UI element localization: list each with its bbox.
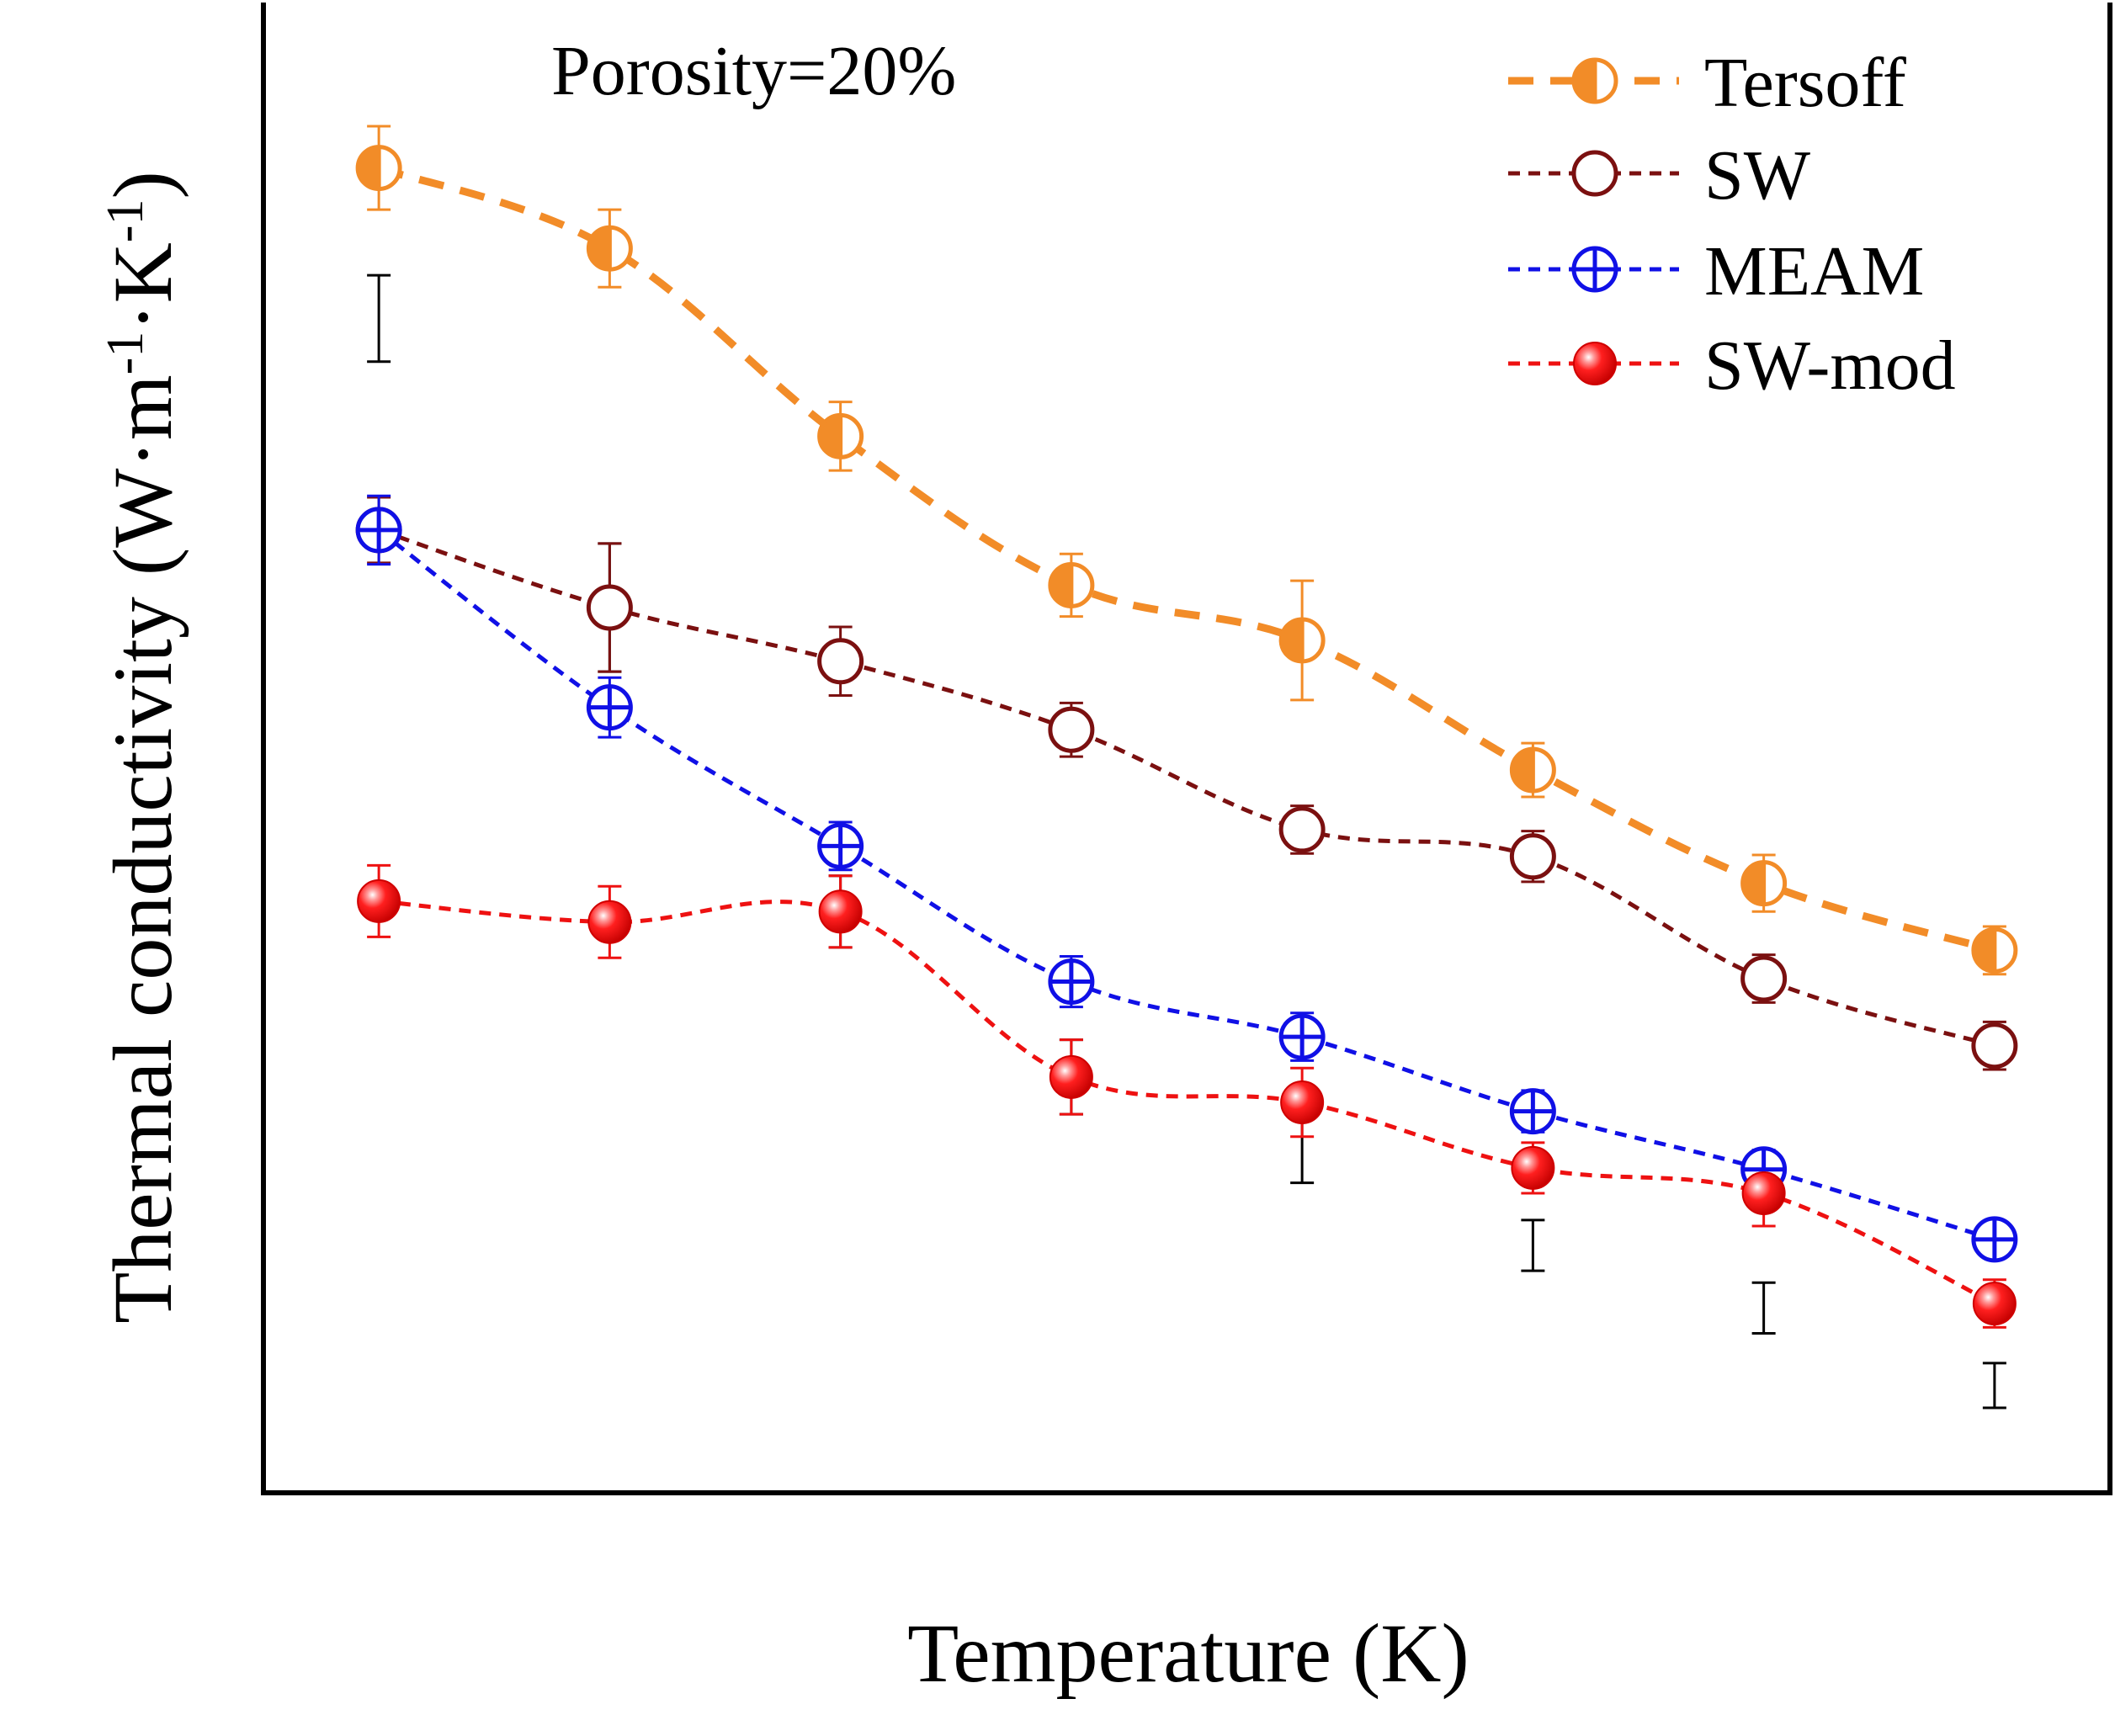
legend-label-sw: SW xyxy=(1704,136,1811,215)
black-error-bar-7 xyxy=(1751,1281,1776,1335)
legend-label-tersoff: Tersoff xyxy=(1704,44,1906,122)
legend-item-tersoff: Tersoff xyxy=(1508,44,1906,122)
legend-marker-meam xyxy=(1571,246,1618,293)
sw-mod-point-2 xyxy=(587,900,632,944)
porosity-annotation: Porosity=20% xyxy=(551,32,956,110)
sw-mod-point-3-sphere xyxy=(818,889,863,934)
tersoff-point-1 xyxy=(355,145,402,192)
sw-point-7-ring xyxy=(1740,955,1788,1002)
sw-mod-point-1 xyxy=(357,879,401,923)
sw-mod-point-8-sphere xyxy=(1972,1282,2017,1326)
sw-point-2 xyxy=(586,584,633,631)
meam-point-5 xyxy=(1278,1013,1326,1060)
error-bar-layer xyxy=(367,125,2006,1410)
tersoff-point-6 xyxy=(1509,746,1556,794)
sw-point-8-ring xyxy=(1971,1022,2018,1070)
sw-point-4 xyxy=(1048,706,1095,753)
legend-item-sw-mod: SW-mod xyxy=(1508,326,1956,405)
sw-mod-point-8 xyxy=(1972,1282,2017,1326)
y-axis-label-exp2: -1 xyxy=(97,199,154,243)
sw-point-2-ring xyxy=(586,584,633,631)
legend-label-meam: MEAM xyxy=(1704,232,1924,311)
tersoff-series-line xyxy=(377,164,1996,954)
sw-mod-point-3 xyxy=(818,889,863,934)
plot-frame xyxy=(261,3,2112,1495)
legend-marker-tersoff-left-half xyxy=(1574,60,1595,102)
sw-mod-point-6 xyxy=(1511,1145,1555,1190)
tersoff-point-7 xyxy=(1740,860,1788,907)
y-axis-label: Thermal conductivity (W·m-1·K-1) xyxy=(96,171,189,1324)
legend-item-sw: SW xyxy=(1508,136,1811,215)
sw-mod-point-6-sphere xyxy=(1511,1145,1555,1190)
sw-mod-point-7-sphere xyxy=(1741,1171,1786,1216)
tersoff-point-3-left-half xyxy=(819,415,841,458)
sw-point-8 xyxy=(1971,1022,2018,1070)
tersoff-point-4 xyxy=(1048,561,1095,608)
sw-mod-point-2-sphere xyxy=(587,900,632,944)
meam-point-8 xyxy=(1971,1216,2018,1263)
y-axis-label-close: ) xyxy=(96,171,189,199)
sw-series-line xyxy=(378,528,1995,1049)
legend-marker-sw-mod xyxy=(1573,342,1617,385)
x-axis-label: Temperature (K) xyxy=(907,1606,1469,1700)
legend-label-sw-mod: SW-mod xyxy=(1704,326,1956,405)
y-axis-label-exp1: -1 xyxy=(97,332,154,375)
tersoff-point-4-left-half xyxy=(1050,564,1071,607)
sw-point-5-ring xyxy=(1278,806,1326,853)
sw-mod-point-4-sphere xyxy=(1049,1054,1093,1099)
tersoff-point-8-left-half xyxy=(1973,929,1995,972)
tersoff-point-6-left-half xyxy=(1512,749,1533,792)
sw-mod-point-5-sphere xyxy=(1280,1080,1325,1124)
tersoff-point-8 xyxy=(1971,926,2018,974)
tersoff-point-7-left-half xyxy=(1742,862,1764,905)
sw-mod-point-1-sphere xyxy=(357,879,401,923)
legend-marker-sw xyxy=(1571,150,1618,197)
sw-point-3-ring xyxy=(817,638,864,685)
black-error-bar-1 xyxy=(367,273,391,364)
tersoff-point-2 xyxy=(586,225,633,272)
sw-point-4-ring xyxy=(1048,706,1095,753)
legend-item-meam: MEAM xyxy=(1508,232,1924,311)
sw-point-6 xyxy=(1509,833,1556,880)
black-error-bar-8 xyxy=(1982,1362,2006,1410)
sw-point-7 xyxy=(1740,955,1788,1002)
legend-marker-sw-ring xyxy=(1571,150,1618,197)
sw-point-3 xyxy=(817,638,864,685)
legend-marker-tersoff xyxy=(1571,57,1618,104)
y-axis-label-main: Thermal conductivity (W·m xyxy=(96,374,189,1323)
sw-point-6-ring xyxy=(1509,833,1556,880)
tersoff-point-5-left-half xyxy=(1281,618,1303,661)
meam-point-4 xyxy=(1048,958,1095,1006)
sw-point-5 xyxy=(1278,806,1326,853)
sw-mod-point-7 xyxy=(1741,1171,1786,1216)
tersoff-point-2-left-half xyxy=(588,227,610,270)
tersoff-point-5 xyxy=(1278,617,1326,664)
black-error-bar-6 xyxy=(1521,1218,1545,1272)
marker-layer xyxy=(355,145,2018,1326)
sw-mod-point-5 xyxy=(1280,1080,1325,1124)
meam-point-6 xyxy=(1509,1088,1556,1135)
legend: Tersoff SW MEAM SW-mod xyxy=(1508,44,1956,405)
sw-mod-series-line xyxy=(378,899,1995,1306)
sw-mod-point-4 xyxy=(1049,1054,1093,1099)
tersoff-point-1-left-half xyxy=(358,146,380,189)
meam-point-2 xyxy=(586,684,633,731)
tersoff-point-3 xyxy=(817,412,864,459)
legend-marker-sw-mod-sphere xyxy=(1573,342,1617,385)
y-axis-label-unit2: ·K xyxy=(96,242,189,332)
meam-point-1 xyxy=(355,507,402,554)
meam-point-3 xyxy=(817,822,864,869)
